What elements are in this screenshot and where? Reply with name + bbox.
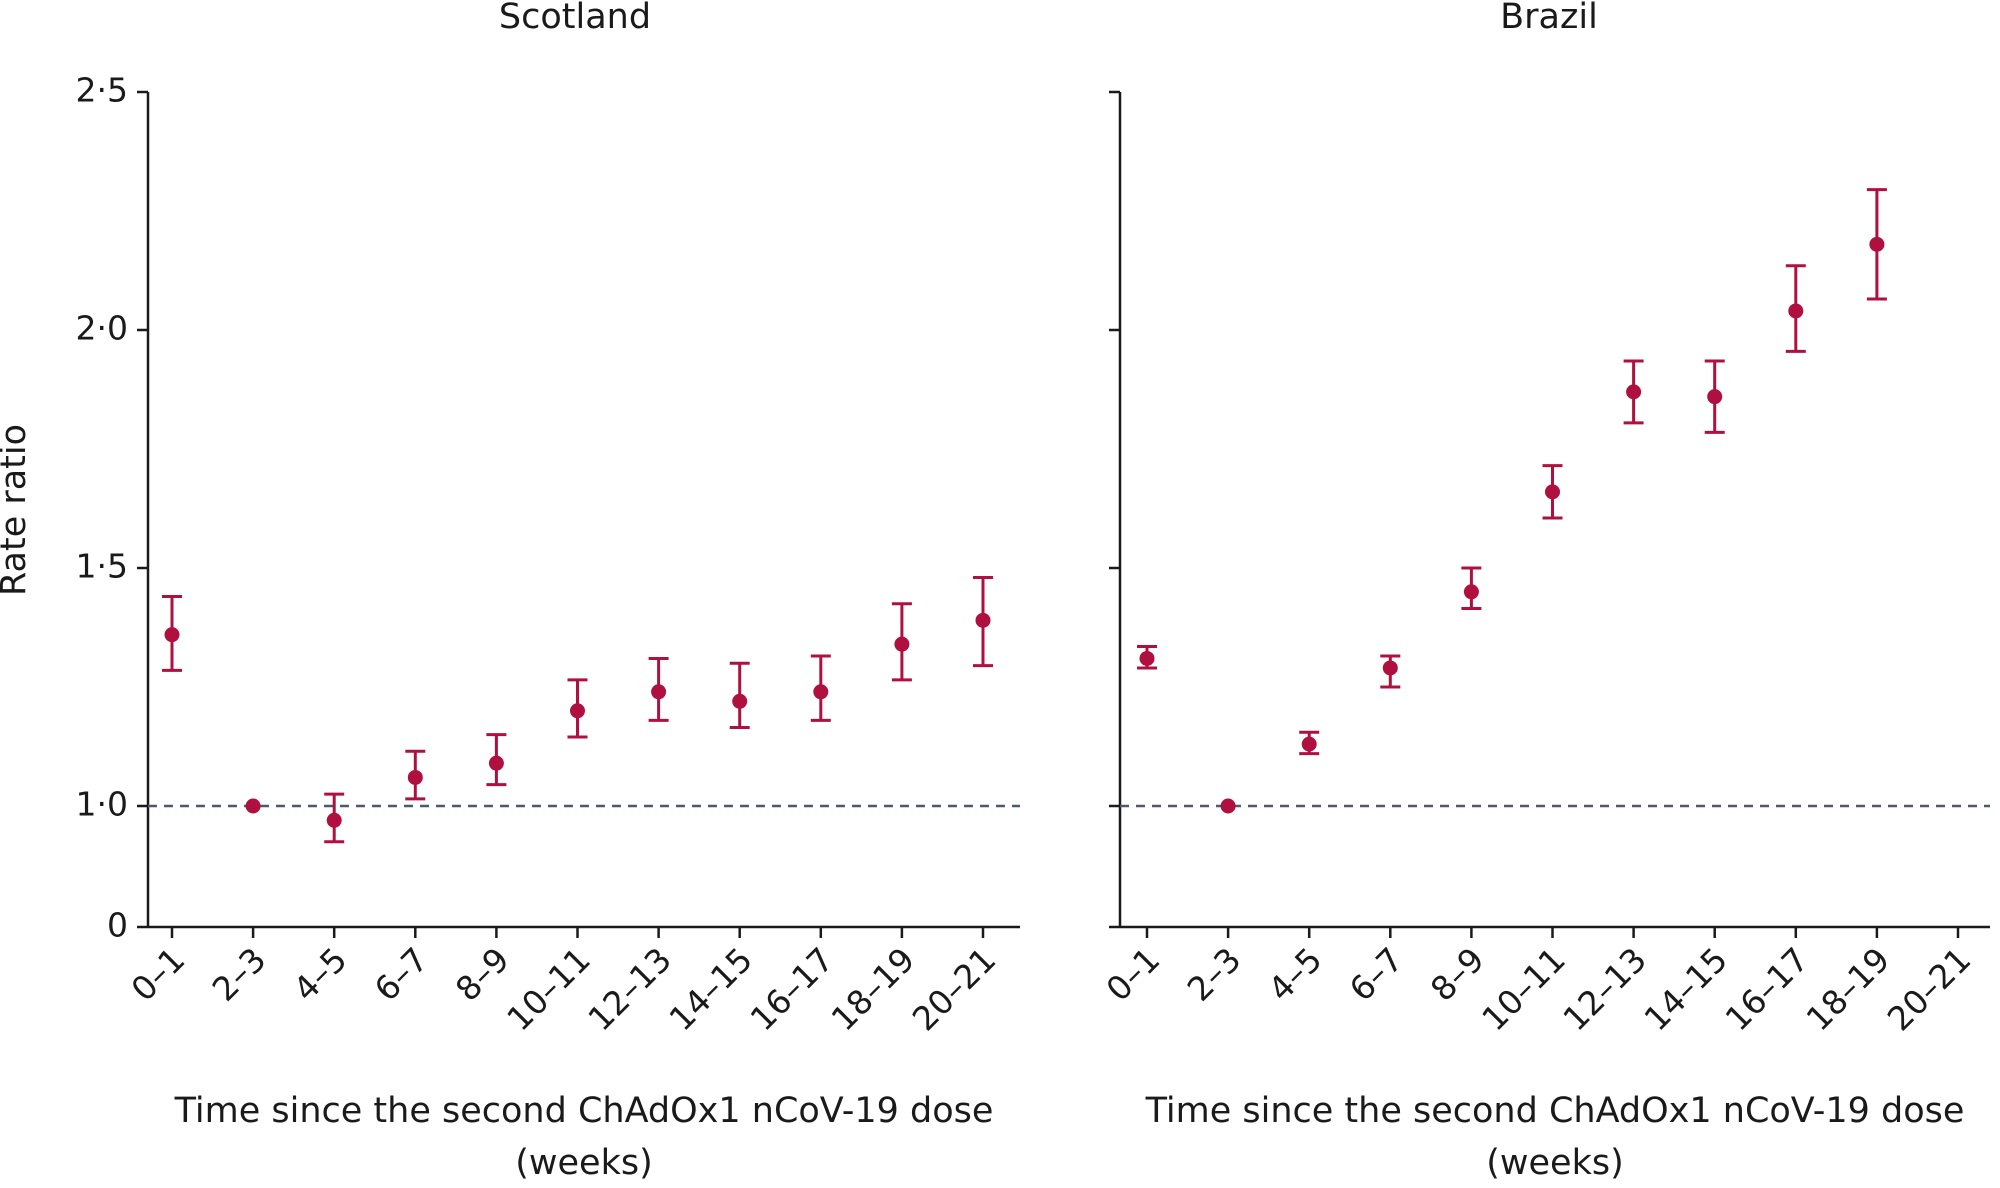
x-tick-label: 16–17 — [743, 940, 842, 1039]
x-tick-label: 2–3 — [205, 940, 274, 1009]
point — [975, 612, 991, 628]
x-tick-label: 20–21 — [905, 940, 1004, 1039]
x-tick-label: 18–19 — [824, 940, 923, 1039]
y-tick-label: 1·5 — [76, 547, 128, 586]
point — [1869, 236, 1885, 252]
point — [1139, 650, 1155, 666]
y-tick-label: 2·5 — [76, 71, 128, 110]
y-tick-label: 0 — [107, 906, 128, 945]
point — [1545, 484, 1560, 500]
x-tick-label: 16–17 — [1718, 940, 1817, 1039]
y-tick-label: 2·0 — [76, 309, 128, 348]
point — [407, 769, 423, 785]
x-tick-label: 12–13 — [1555, 940, 1654, 1039]
point — [1382, 660, 1398, 676]
point — [732, 693, 748, 709]
point — [1788, 303, 1804, 319]
x-tick-label: 14–15 — [661, 940, 760, 1039]
panel-title: Scotland — [499, 0, 651, 37]
x-tick-label: 10–11 — [499, 940, 598, 1039]
point — [245, 798, 261, 814]
point — [488, 755, 504, 771]
point — [651, 684, 667, 700]
point — [326, 812, 342, 828]
x-tick-label: 14–15 — [1636, 940, 1735, 1039]
point — [813, 684, 829, 700]
x-tick-label: 4–5 — [1261, 940, 1330, 1009]
x-tick-label: 0–1 — [1098, 940, 1167, 1009]
x-tick-label: 10–11 — [1474, 940, 1573, 1039]
x-tick-label: 8–9 — [1423, 940, 1492, 1009]
point — [894, 636, 910, 652]
x-tick-label: 6–7 — [1342, 940, 1411, 1009]
x-axis-label: (weeks) — [515, 1143, 653, 1183]
point — [1626, 384, 1642, 400]
point — [1707, 389, 1723, 405]
point — [1220, 798, 1236, 814]
x-axis-label: (weeks) — [1486, 1143, 1624, 1183]
x-tick-label: 20–21 — [1880, 940, 1979, 1039]
panel-title: Brazil — [1500, 0, 1598, 37]
point — [570, 703, 585, 719]
x-tick-label: 4–5 — [286, 940, 355, 1009]
x-axis-label: Time since the second ChAdOx1 nCoV-19 do… — [174, 1091, 994, 1131]
y-tick-label: 1·0 — [76, 785, 128, 824]
point — [1301, 736, 1317, 752]
x-tick-label: 8–9 — [448, 940, 517, 1009]
x-tick-label: 0–1 — [123, 940, 192, 1009]
point — [164, 627, 180, 643]
x-tick-label: 18–19 — [1799, 940, 1898, 1039]
y-axis-label: Rate ratio — [0, 424, 34, 596]
x-axis-label: Time since the second ChAdOx1 nCoV-19 do… — [1145, 1091, 1965, 1131]
x-tick-label: 6–7 — [367, 940, 436, 1009]
x-tick-label: 2–3 — [1180, 940, 1249, 1009]
point — [1463, 584, 1479, 600]
x-tick-label: 12–13 — [580, 940, 679, 1039]
